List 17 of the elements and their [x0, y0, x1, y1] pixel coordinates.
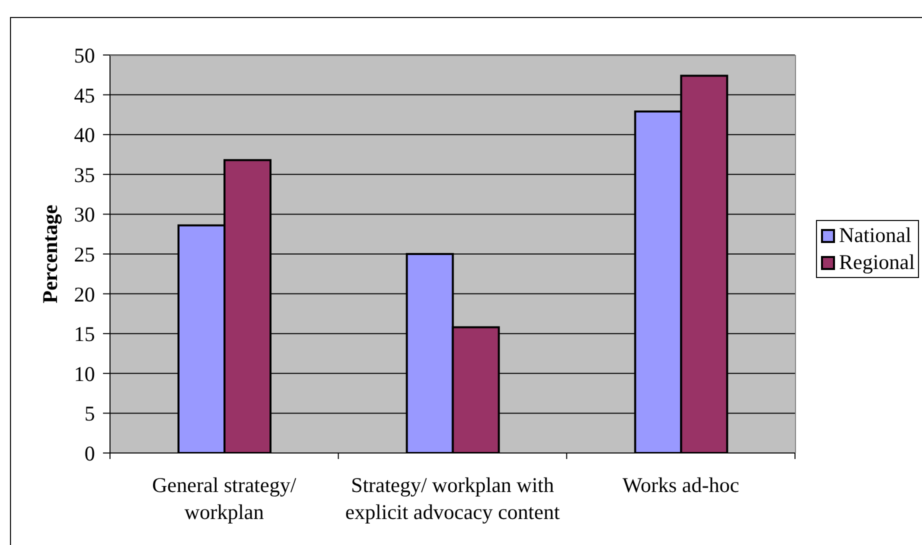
- y-tick-label: 25: [74, 242, 95, 266]
- y-axis-title: Percentage: [38, 204, 62, 304]
- y-tick-label: 10: [74, 362, 95, 386]
- legend-label: National: [839, 222, 912, 249]
- y-tick-label: 30: [74, 202, 95, 227]
- x-tick-label: General strategy/ workplan: [152, 473, 296, 524]
- y-tick-label: 0: [84, 441, 95, 466]
- x-tick-label: Strategy/ workplan with explicit advocacy content: [345, 473, 560, 524]
- y-tick-label: 45: [74, 83, 95, 108]
- y-tick-label: 5: [84, 402, 95, 426]
- y-tick-label: 50: [74, 43, 95, 68]
- x-tick-label: Works ad-hoc: [622, 473, 740, 497]
- y-tick-label: 40: [74, 123, 95, 148]
- legend-label: Regional: [839, 249, 915, 276]
- y-tick-label: 35: [74, 162, 95, 187]
- y-tick-label: 20: [74, 282, 95, 306]
- y-tick-label: 15: [74, 322, 95, 346]
